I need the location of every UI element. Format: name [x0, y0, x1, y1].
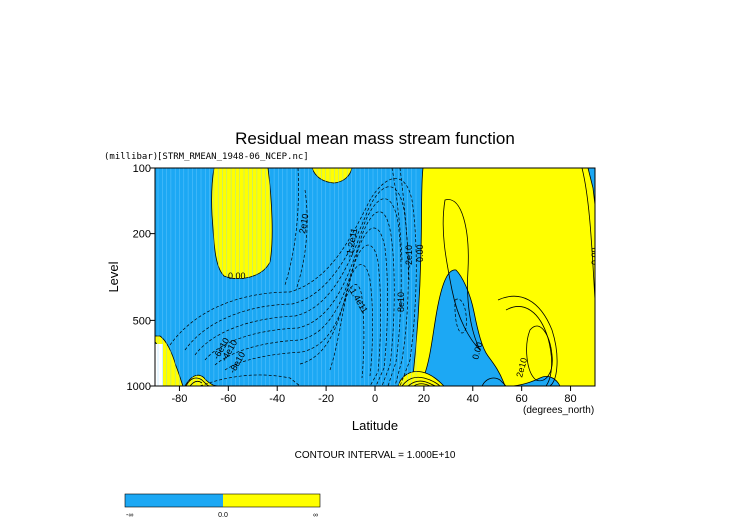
- y-tick-label: 500: [133, 315, 151, 327]
- contour-label: 2e10: [297, 213, 310, 234]
- colorbar-negative: [125, 494, 223, 507]
- pos-contour-2: [497, 295, 558, 386]
- x-tick-label: 40: [467, 393, 479, 405]
- colorbar-label-max: ∞: [313, 512, 318, 519]
- x-tick-label: -20: [318, 393, 334, 405]
- x-tick-label: -40: [269, 393, 285, 405]
- neg-contour-12: [399, 168, 410, 281]
- y-tick-label: 100: [133, 163, 151, 175]
- neg-contour-10: [295, 189, 308, 291]
- neg-contour-6: [224, 244, 381, 386]
- neg-contour-14: [454, 298, 467, 334]
- pos-contour-1: [442, 199, 481, 351]
- contour-label: 0.00: [590, 247, 600, 265]
- positive-region-upper-left: [211, 168, 273, 279]
- neg-contour-13: [199, 374, 301, 386]
- colorbar-positive: [223, 494, 320, 507]
- neg-contour-11: [391, 168, 403, 261]
- x-tick-label: 80: [564, 393, 576, 405]
- pos-contour-6: [185, 377, 211, 386]
- x-axis-label: Latitude: [352, 418, 398, 433]
- contour-label: 0.00: [228, 271, 246, 281]
- contour-label: 0.00: [470, 341, 484, 361]
- colorbar-frame: [124, 493, 321, 508]
- x-tick-label: -80: [171, 393, 187, 405]
- neg-contour-3: [194, 198, 402, 386]
- x-axis: -80 -60 -40 -20 0 20 40 60 80: [171, 386, 577, 405]
- positive-contours: [185, 168, 595, 386]
- contour-interval-text: CONTOUR INTERVAL = 1.000E+10: [295, 450, 456, 461]
- neg-contour-5: [214, 227, 388, 386]
- pos-contour-5: [581, 168, 595, 301]
- pos-contour-7: [189, 380, 203, 386]
- neg-contour-9: [284, 168, 299, 286]
- neg-contour-4: [204, 211, 395, 386]
- x-unit-label: (degrees_north): [523, 405, 594, 416]
- positive-region-bottom-mid: [397, 371, 445, 386]
- y-unit-label: (millibar): [104, 152, 158, 162]
- pos-contour-8: [401, 376, 441, 386]
- contour-label: 0.00: [415, 244, 425, 262]
- neg-contour-2: [184, 186, 409, 386]
- pos-contour-11: [481, 377, 507, 386]
- contour-label: 8e10: [396, 292, 406, 312]
- neg-contour-7: [299, 264, 373, 377]
- positive-region-top-mid: [311, 168, 353, 184]
- chart-title: Residual mean mass stream function: [235, 129, 515, 148]
- chart-subtitle: [STRM_RMEAN_1948-06_NCEP.nc]: [157, 152, 309, 162]
- x-tick-label: -60: [220, 393, 236, 405]
- missing-data-patch: [155, 344, 163, 386]
- colorbar-label-min: -∞: [126, 512, 133, 519]
- pos-contour-10: [413, 383, 431, 386]
- neg-contour-1: [169, 178, 417, 386]
- y-axis-label: Level: [106, 261, 121, 292]
- neg-contour-8: [329, 284, 365, 379]
- y-tick-label: 1000: [127, 381, 151, 393]
- y-tick-label: 200: [133, 229, 151, 241]
- colorbar: -∞ 0.0 ∞: [124, 493, 321, 519]
- negative-contours: [169, 168, 467, 386]
- colorbar-label-mid: 0.0: [218, 512, 228, 519]
- x-tick-label: 0: [372, 393, 378, 405]
- x-tick-label: 60: [516, 393, 528, 405]
- x-tick-label: 20: [418, 393, 430, 405]
- pos-contour-4: [526, 325, 553, 382]
- y-axis: 100 200 500 1000: [127, 163, 155, 393]
- plot-area: 0.00 2e10 -1.2e11 -1.4e11 -2e10 8e10 -6e…: [155, 168, 600, 386]
- contour-label: -2e10: [404, 245, 414, 268]
